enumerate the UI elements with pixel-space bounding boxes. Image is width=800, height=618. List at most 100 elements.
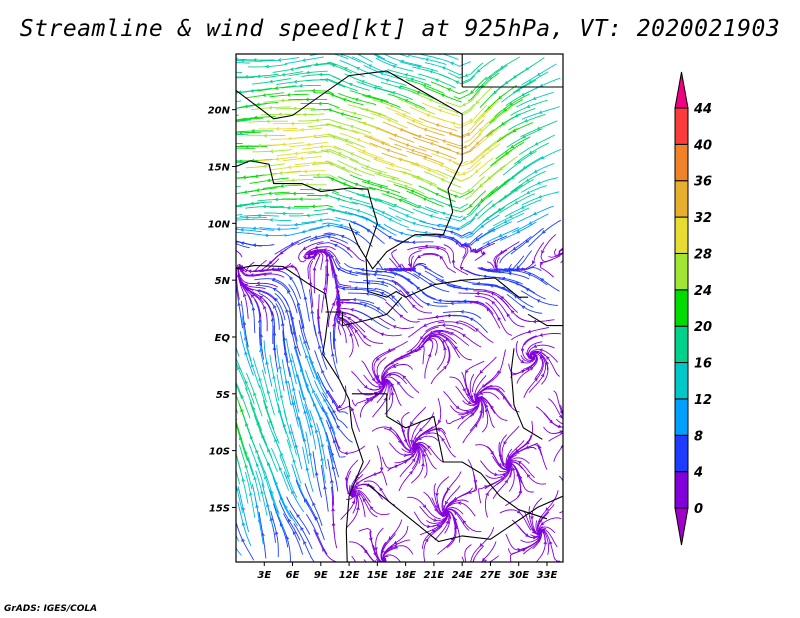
streamline — [257, 156, 298, 162]
streamline — [380, 519, 403, 559]
streamline-arrow — [238, 436, 243, 441]
colorbar-swatch — [674, 362, 689, 400]
streamline — [327, 445, 339, 492]
streamline-arrow — [276, 267, 281, 271]
streamline-arrow — [403, 453, 408, 457]
streamline-arrow — [341, 166, 346, 171]
streamline — [281, 359, 292, 406]
streamline-arrow — [406, 291, 410, 295]
streamline — [236, 422, 248, 462]
streamline — [438, 103, 475, 115]
streamline — [263, 299, 274, 344]
streamline-arrow — [326, 223, 330, 228]
streamline-arrow — [509, 214, 513, 218]
streamline-arrow — [437, 419, 442, 424]
streamline — [418, 185, 456, 203]
streamline-arrow — [442, 323, 446, 327]
streamline — [308, 356, 329, 399]
streamline-arrow — [292, 459, 296, 463]
streamline — [236, 202, 260, 207]
streamline-arrow — [435, 492, 439, 496]
streamline — [372, 379, 389, 418]
streamline-arrow — [473, 479, 478, 484]
streamline — [271, 279, 298, 314]
streamline-arrow — [411, 458, 416, 462]
lat-tick-label: 5N — [215, 276, 231, 287]
streamline — [422, 158, 461, 174]
streamline — [301, 218, 341, 224]
streamline-arrow — [291, 178, 295, 183]
streamline-arrow — [442, 211, 446, 216]
streamline — [313, 324, 328, 370]
streamline — [196, 200, 235, 205]
streamline — [416, 330, 452, 349]
streamline — [290, 353, 304, 399]
streamline-arrow — [381, 141, 385, 146]
streamline — [382, 376, 414, 399]
streamline-arrow — [294, 151, 299, 156]
streamline-arrow — [436, 246, 440, 251]
streamline — [262, 184, 303, 190]
streamline-arrow — [231, 333, 234, 336]
streamline — [385, 372, 420, 394]
streamline — [246, 372, 263, 417]
streamline-arrow — [352, 111, 357, 116]
streamline — [335, 405, 361, 432]
streamline-arrow — [344, 451, 348, 456]
streamline — [529, 349, 559, 363]
streamline-arrow — [278, 112, 282, 117]
streamline — [465, 214, 500, 239]
streamline-arrow — [294, 222, 298, 227]
streamline-arrow — [435, 78, 439, 82]
streamline-arrow — [475, 100, 480, 104]
streamline — [248, 443, 265, 488]
streamline — [253, 262, 292, 273]
streamline-arrow — [521, 305, 526, 309]
streamline-arrow — [512, 128, 517, 133]
streamline-arrow — [401, 429, 405, 433]
streamline — [236, 128, 237, 130]
streamline-arrow — [497, 317, 501, 321]
streamline — [323, 232, 361, 248]
streamline — [399, 289, 432, 314]
streamline — [381, 193, 420, 209]
streamline-arrow — [415, 162, 419, 166]
streamline-arrow — [229, 241, 232, 244]
streamline — [331, 191, 371, 205]
axis-ticks: 20N 15N 10N 5N EQ 5S 10S 15S 3E 6E 9E 12E 15E 18E 21E 2… — [208, 106, 558, 581]
streamline — [241, 281, 277, 302]
streamline-arrow — [529, 367, 534, 371]
streamline-arrow — [278, 365, 282, 370]
streamline — [479, 267, 517, 273]
streamline — [382, 121, 421, 138]
lon-tick-label: 3E — [257, 570, 271, 581]
streamline — [309, 236, 349, 244]
streamline-arrow — [445, 500, 449, 505]
streamline-arrow — [439, 164, 444, 168]
streamline-arrow — [281, 322, 285, 327]
streamline — [352, 129, 390, 145]
streamline-arrow — [257, 74, 261, 79]
streamline — [447, 232, 483, 246]
streamline — [313, 529, 340, 562]
streamline-arrow — [265, 233, 269, 238]
streamline — [449, 376, 479, 404]
streamline — [414, 335, 445, 352]
streamline — [236, 62, 251, 64]
streamline — [446, 284, 487, 291]
streamline-arrow — [514, 200, 519, 204]
streamline — [464, 360, 485, 394]
streamline — [298, 241, 324, 263]
streamline — [258, 292, 280, 330]
streamline-arrow — [435, 123, 440, 127]
streamline — [461, 242, 496, 253]
streamline — [261, 483, 274, 529]
streamline-arrow — [441, 437, 445, 442]
streamline-arrow — [301, 325, 305, 330]
streamline-arrow — [516, 510, 521, 514]
streamline — [298, 174, 338, 180]
streamline — [432, 301, 473, 304]
streamline-arrow — [302, 229, 306, 234]
streamline-arrow — [456, 227, 460, 231]
streamline — [339, 205, 378, 219]
